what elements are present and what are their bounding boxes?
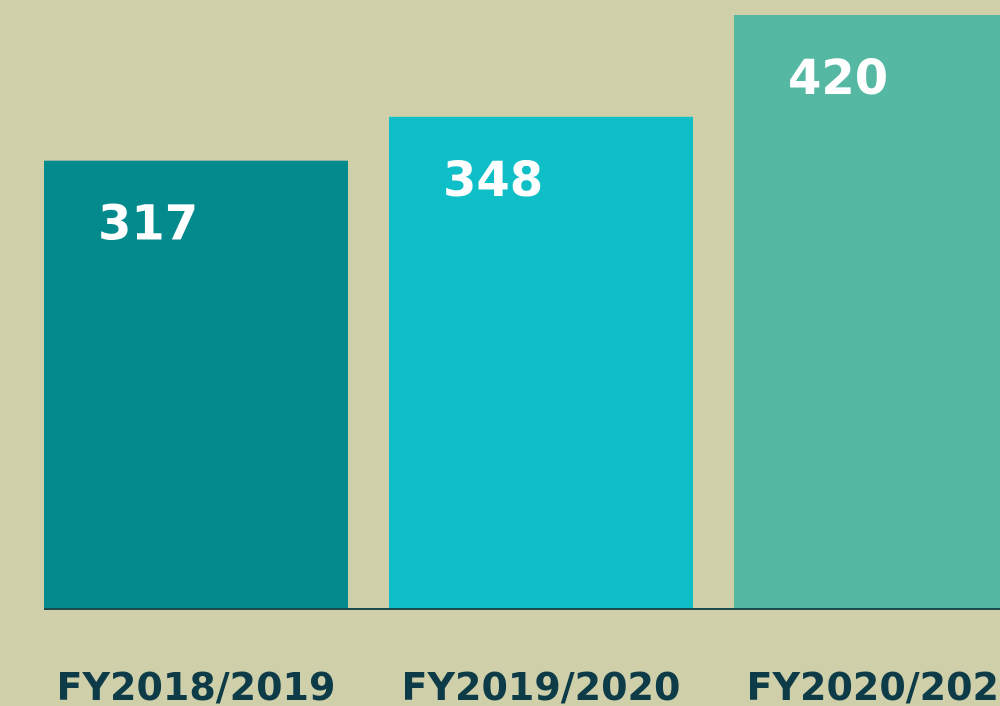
x-tick-label: FY2020/2021 <box>747 665 1000 706</box>
bar <box>44 160 348 609</box>
value-label: 348 <box>443 152 543 208</box>
x-tick-label: FY2019/2020 <box>402 665 681 706</box>
bar <box>389 116 693 609</box>
x-tick-label: FY2018/2019 <box>57 665 336 706</box>
bar <box>734 15 1000 609</box>
value-label: 420 <box>788 50 888 106</box>
value-label: 317 <box>98 196 198 252</box>
